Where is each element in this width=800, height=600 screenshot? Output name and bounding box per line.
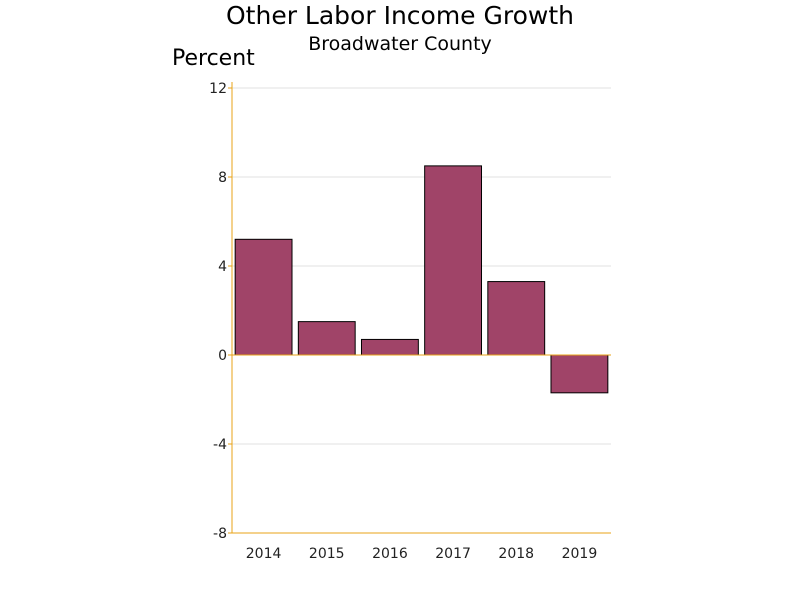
x-tick-label: 2016: [372, 546, 408, 562]
x-tick-label: 2018: [498, 546, 534, 562]
chart-subtitle: Broadwater County: [308, 33, 492, 55]
y-axis-label: Percent: [172, 46, 255, 71]
bar-2014: [234, 238, 293, 356]
y-tick-label: 0: [218, 348, 227, 364]
y-tick-label: -4: [213, 437, 227, 453]
bar-2015: [297, 321, 356, 356]
chart-title: Other Labor Income Growth: [226, 1, 574, 30]
y-tick-labels: -8 -4 0 4 8 12: [209, 81, 227, 542]
y-tick-label: 8: [218, 170, 227, 186]
x-tick-label: 2019: [562, 546, 598, 562]
y-tick-label: 12: [209, 81, 227, 97]
x-tick-label: 2014: [246, 546, 282, 562]
y-tick-label: 4: [218, 259, 227, 275]
grid-lines: [232, 87, 611, 445]
bars: [234, 165, 609, 394]
x-tick-label: 2015: [309, 546, 345, 562]
y-tick-label: -8: [213, 526, 227, 542]
x-tick-label: 2017: [435, 546, 471, 562]
x-tick-labels: 2014 2015 2016 2017 2018 2019: [246, 546, 597, 562]
bar-2019: [550, 354, 609, 394]
bar-2017: [424, 165, 483, 356]
bar-2016: [360, 338, 419, 356]
axes: [228, 82, 611, 534]
bar-2018: [487, 281, 546, 356]
